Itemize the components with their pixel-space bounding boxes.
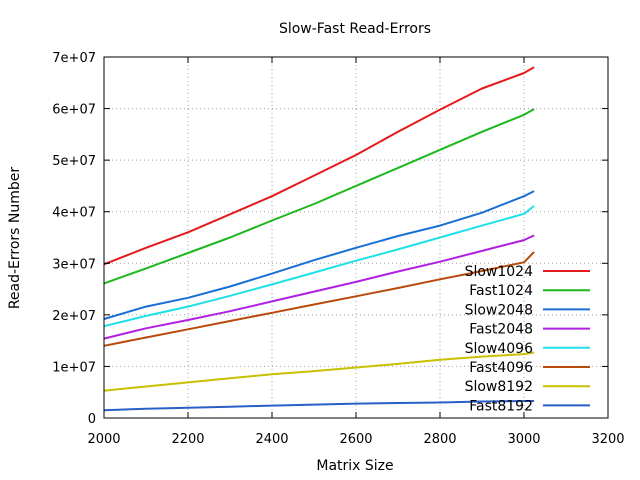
legend-item-slow2048: Slow2048 — [465, 302, 590, 318]
x-tick-label: 2400 — [255, 432, 288, 447]
legend-label: Fast8192 — [469, 398, 533, 414]
legend-label: Slow8192 — [465, 379, 533, 395]
y-tick-label: 2e+07 — [52, 309, 96, 324]
series-line-fast2048 — [103, 234, 535, 340]
series-line-slow1024 — [103, 66, 535, 266]
y-tick-label: 3e+07 — [52, 257, 96, 272]
legend-label: Fast2048 — [469, 322, 533, 338]
chart-title: Slow-Fast Read-Errors — [279, 21, 431, 37]
legend-label: Slow4096 — [465, 341, 534, 357]
x-tick-label: 2600 — [339, 432, 372, 447]
y-tick-label: 1e+07 — [52, 360, 96, 375]
grid — [104, 57, 608, 418]
series-line-fast4096 — [103, 251, 535, 347]
legend-item-slow1024: Slow1024 — [465, 264, 590, 280]
y-tick-label: 7e+07 — [52, 51, 96, 66]
legend-label: Fast1024 — [469, 283, 533, 299]
x-tick-label: 3200 — [591, 432, 624, 447]
legend-item-fast2048: Fast2048 — [469, 322, 590, 338]
x-tick-label: 2800 — [423, 432, 456, 447]
legend-label: Slow2048 — [465, 302, 533, 318]
x-tick-label: 2000 — [87, 432, 120, 447]
legend-label: Slow1024 — [465, 264, 534, 280]
legend-item-fast8192: Fast8192 — [469, 398, 590, 414]
axis-ticks: 2000 2200 2400 2600 2800 3000 3200 0 1e+07 2e+07 3… — [52, 51, 624, 447]
y-axis-label: Read-Errors Number — [7, 167, 23, 310]
series-line-slow2048 — [103, 190, 535, 320]
series-line-fast1024 — [103, 108, 535, 285]
legend-item-slow4096: Slow4096 — [465, 341, 590, 357]
legend-item-fast4096: Fast4096 — [469, 360, 590, 376]
x-tick-label: 3000 — [507, 432, 540, 447]
series-line-fast8192 — [103, 400, 535, 412]
x-tick-label: 2200 — [171, 432, 204, 447]
legend-item-slow8192: Slow8192 — [465, 379, 590, 395]
y-tick-label: 0 — [88, 412, 96, 427]
legend: Slow1024 Fast1024 Slow2048 Fast2048 Slow4096… — [465, 264, 590, 414]
legend-label: Fast4096 — [469, 360, 533, 376]
plot-frame — [103, 56, 609, 419]
y-tick-label: 4e+07 — [52, 206, 96, 221]
series-line-slow4096 — [103, 205, 535, 328]
x-axis-label: Matrix Size — [316, 458, 393, 474]
y-tick-label: 5e+07 — [52, 154, 96, 169]
series-lines — [103, 66, 535, 412]
legend-item-fast1024: Fast1024 — [469, 283, 590, 299]
series-line-slow8192 — [103, 351, 535, 392]
y-tick-label: 6e+07 — [52, 103, 96, 118]
